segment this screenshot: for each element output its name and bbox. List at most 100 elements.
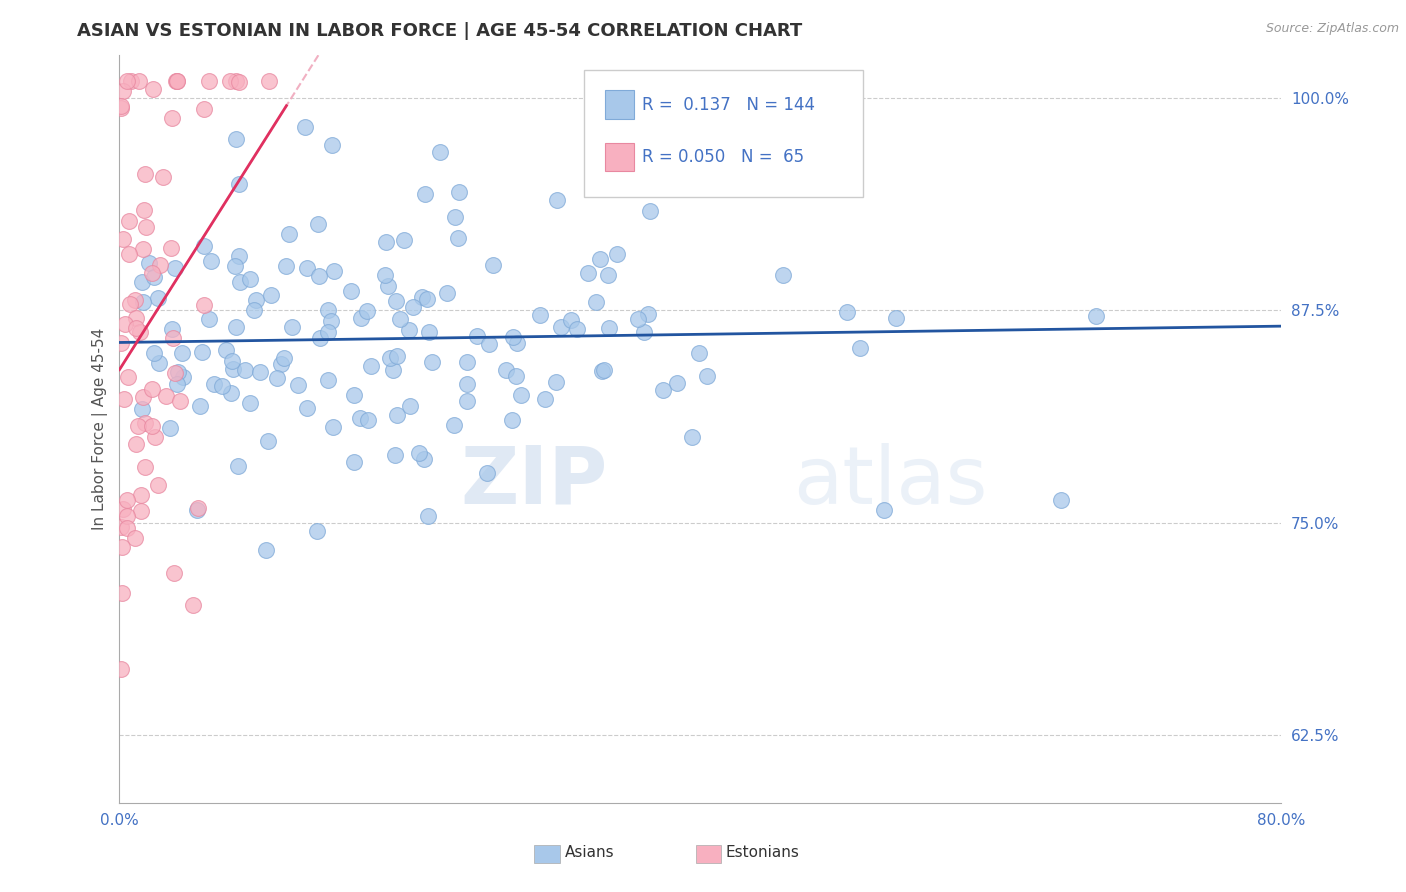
Point <box>124 436 146 450</box>
Point <box>343 455 366 469</box>
Point <box>225 73 247 87</box>
Point <box>633 325 655 339</box>
Point <box>638 204 661 219</box>
Point <box>127 418 149 433</box>
Point <box>111 84 134 98</box>
Point <box>287 378 309 392</box>
Point <box>193 239 215 253</box>
Point <box>190 399 212 413</box>
Point <box>111 232 134 246</box>
Point <box>681 430 703 444</box>
Point <box>637 307 659 321</box>
Point <box>162 566 184 580</box>
Point <box>436 285 458 300</box>
Point <box>413 186 436 201</box>
Point <box>357 413 380 427</box>
Point <box>159 421 181 435</box>
Point <box>544 375 567 389</box>
Point <box>242 302 264 317</box>
Point <box>114 317 136 331</box>
Point <box>274 260 297 274</box>
Point <box>166 73 188 87</box>
Point <box>134 203 156 218</box>
Point <box>598 321 620 335</box>
Point <box>321 138 343 153</box>
Point <box>148 477 170 491</box>
Point <box>233 363 256 377</box>
Point <box>456 376 478 391</box>
Point <box>224 260 246 274</box>
Point <box>112 392 135 406</box>
Point <box>149 258 172 272</box>
Point <box>198 73 221 87</box>
Point <box>132 243 155 257</box>
Point <box>456 394 478 409</box>
Point <box>186 503 208 517</box>
Point <box>305 524 328 538</box>
Point <box>141 382 163 396</box>
Point <box>225 319 247 334</box>
Point <box>111 586 134 600</box>
Point <box>356 304 378 318</box>
Point <box>163 260 186 275</box>
Point <box>191 344 214 359</box>
Point <box>120 73 142 87</box>
Point <box>239 396 262 410</box>
Point <box>416 508 439 523</box>
Point <box>316 325 339 339</box>
Point <box>385 294 408 309</box>
Point <box>340 284 363 298</box>
Point <box>295 261 318 276</box>
Point <box>416 292 439 306</box>
Point <box>128 73 150 87</box>
Point <box>256 434 278 449</box>
Point <box>374 268 396 282</box>
Point <box>134 459 156 474</box>
Point <box>495 363 517 377</box>
Point <box>143 429 166 443</box>
Point <box>138 256 160 270</box>
Point <box>225 131 247 145</box>
Point <box>222 361 245 376</box>
Point <box>420 355 443 369</box>
Point <box>118 214 141 228</box>
Point <box>408 446 430 460</box>
Point <box>578 266 600 280</box>
Point <box>134 417 156 431</box>
Point <box>143 346 166 360</box>
Point <box>266 370 288 384</box>
Point <box>162 322 184 336</box>
Point <box>181 599 204 613</box>
Point <box>111 502 134 516</box>
Text: Estonians: Estonians <box>725 846 800 860</box>
Point <box>239 272 262 286</box>
Point <box>481 258 503 272</box>
Point <box>165 73 187 87</box>
Point <box>387 409 409 423</box>
Point <box>447 231 470 245</box>
Point <box>110 520 132 534</box>
Point <box>141 82 163 96</box>
Point <box>245 293 267 307</box>
Point <box>270 357 292 371</box>
Point <box>166 376 188 391</box>
Text: atlas: atlas <box>793 442 987 521</box>
Point <box>349 411 371 425</box>
Point <box>380 351 402 365</box>
Point <box>134 167 156 181</box>
Point <box>120 297 142 311</box>
Point <box>546 193 568 207</box>
Point <box>591 364 613 378</box>
Point <box>141 266 163 280</box>
Point <box>596 268 619 282</box>
Text: Source: ZipAtlas.com: Source: ZipAtlas.com <box>1265 22 1399 36</box>
Point <box>360 359 382 373</box>
Point <box>388 312 411 326</box>
Text: R = 0.050   N =  65: R = 0.050 N = 65 <box>643 148 804 166</box>
Point <box>135 220 157 235</box>
Point <box>160 241 183 255</box>
Point <box>585 295 607 310</box>
Point <box>478 337 501 351</box>
Text: R =  0.137   N = 144: R = 0.137 N = 144 <box>643 95 815 113</box>
Point <box>125 321 148 335</box>
